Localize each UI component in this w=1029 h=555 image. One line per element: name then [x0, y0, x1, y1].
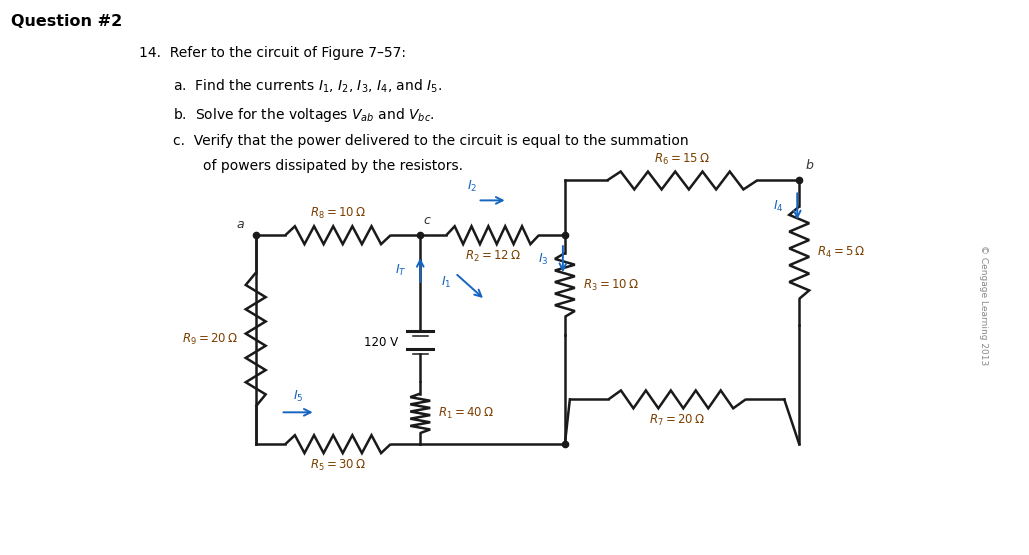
Text: c.  Verify that the power delivered to the circuit is equal to the summation: c. Verify that the power delivered to th… — [173, 134, 688, 148]
Text: $I_3$: $I_3$ — [538, 251, 548, 266]
Text: $I_4$: $I_4$ — [773, 199, 783, 214]
Text: $R_3 = 10\,\Omega$: $R_3 = 10\,\Omega$ — [582, 278, 638, 292]
Text: $R_8 = 10\,\Omega$: $R_8 = 10\,\Omega$ — [310, 206, 365, 221]
Text: $I_1$: $I_1$ — [440, 275, 451, 290]
Text: Question #2: Question #2 — [11, 14, 122, 29]
Text: a: a — [236, 218, 244, 231]
Text: b.  Solve for the voltages $V_{ab}$ and $V_{bc}$.: b. Solve for the voltages $V_{ab}$ and $… — [173, 106, 434, 124]
Text: c: c — [423, 214, 430, 227]
Text: $R_9 = 20\,\Omega$: $R_9 = 20\,\Omega$ — [182, 332, 238, 347]
Text: $I_2$: $I_2$ — [467, 179, 477, 194]
Text: 14.  Refer to the circuit of Figure 7–57:: 14. Refer to the circuit of Figure 7–57: — [139, 46, 406, 60]
Text: b: b — [806, 159, 813, 171]
Text: $R_4 = 5\,\Omega$: $R_4 = 5\,\Omega$ — [817, 245, 865, 260]
Text: $R_6 = 15\,\Omega$: $R_6 = 15\,\Omega$ — [654, 152, 710, 166]
Text: $I_5$: $I_5$ — [293, 389, 304, 405]
Text: 120 V: 120 V — [364, 336, 398, 349]
Text: a.  Find the currents $I_1$, $I_2$, $I_3$, $I_4$, and $I_5$.: a. Find the currents $I_1$, $I_2$, $I_3$… — [173, 78, 442, 95]
Text: $R_1 = 40\,\Omega$: $R_1 = 40\,\Omega$ — [438, 406, 494, 421]
Text: $R_5 = 30\,\Omega$: $R_5 = 30\,\Omega$ — [310, 458, 365, 473]
Text: $R_2 = 12\,\Omega$: $R_2 = 12\,\Omega$ — [465, 249, 521, 264]
Text: © Cengage Learning 2013: © Cengage Learning 2013 — [980, 245, 988, 365]
Text: of powers dissipated by the resistors.: of powers dissipated by the resistors. — [203, 159, 463, 173]
Text: $I_T$: $I_T$ — [395, 263, 406, 278]
Text: $R_7 = 20\,\Omega$: $R_7 = 20\,\Omega$ — [649, 413, 705, 428]
